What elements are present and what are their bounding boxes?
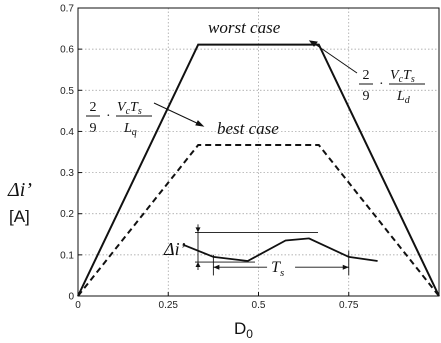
svg-text:VcTs: VcTs [117, 100, 142, 117]
tick-labels: 0 0.25 0.5 0.75 0 0.1 0.2 0.3 0.4 0.5 0.6 0.7 [60, 4, 359, 312]
svg-text:2: 2 [90, 100, 97, 115]
y-tick-label: 0.3 [60, 168, 74, 179]
period-arrow-left [213, 264, 220, 270]
x-tick-label: 0.25 [159, 300, 179, 311]
svg-text:Ld: Ld [396, 89, 411, 106]
ripple-delta-arrow-top [195, 227, 201, 233]
formula-right: 2 9 · VcTs Ld [359, 68, 425, 106]
arrow-right-formula [311, 41, 358, 74]
svg-text:·: · [379, 77, 384, 92]
arrowhead-left [195, 120, 205, 127]
series-line-worst-case [77, 43, 440, 297]
y-tick-label: 0.5 [60, 86, 74, 97]
ripple-delta-label: Δi’ [163, 239, 186, 259]
arrowhead-right [308, 40, 318, 47]
y-axis-label: Δi’ [7, 179, 32, 201]
arrow-left-formula [153, 102, 202, 126]
annotation-arrows [153, 40, 358, 127]
svg-text:VcTs: VcTs [390, 68, 415, 85]
svg-text:9: 9 [90, 121, 97, 136]
plot-frame [77, 7, 440, 297]
period-label: Ts [271, 259, 284, 279]
period-arrow-right [342, 264, 349, 270]
grid [77, 7, 439, 297]
svg-text:2: 2 [363, 68, 370, 83]
y-tick-label: 0.6 [60, 45, 74, 56]
x-tick-label: 0.75 [339, 300, 359, 311]
worst-case-label: worst case [208, 18, 281, 37]
y-tick-label: 0.7 [60, 4, 74, 15]
x-tick-label: 0 [75, 300, 81, 311]
series-line-best-case [77, 144, 440, 297]
svg-text:Lq: Lq [123, 121, 137, 138]
svg-text:·: · [106, 109, 111, 124]
series-lines [77, 43, 440, 297]
y-tick-label: 0.2 [60, 209, 74, 220]
formula-left: 2 9 · VcTs Lq [86, 100, 152, 138]
y-tick-label: 0 [68, 292, 74, 303]
svg-text:9: 9 [363, 89, 370, 104]
x-axis-label: D0 [234, 319, 253, 341]
ripple-inset: Δi’ Ts [163, 224, 378, 279]
ripple-delta-arrow-bottom [195, 262, 201, 268]
y-tick-label: 0.1 [60, 250, 74, 261]
y-tick-label: 0.4 [60, 127, 74, 138]
x-tick-label: 0.5 [252, 300, 266, 311]
y-axis-unit: [A] [9, 207, 30, 226]
best-case-label: best case [217, 119, 279, 138]
